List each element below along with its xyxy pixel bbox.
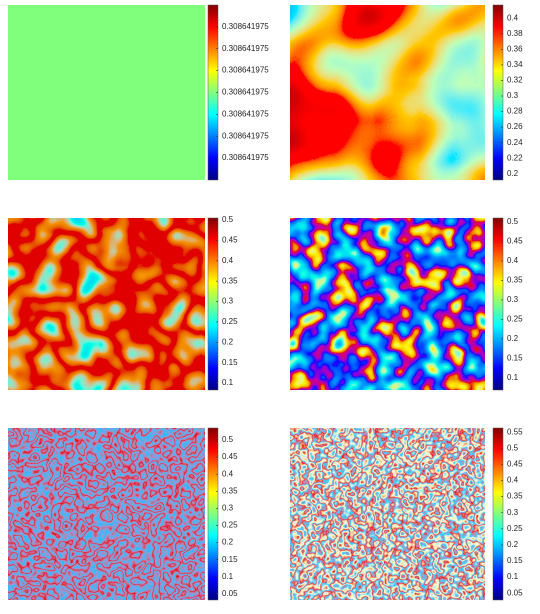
- colorbar-tick-label: 0.5: [222, 435, 234, 444]
- colorbar-tick-label: 0.05: [222, 589, 238, 598]
- colorbar-tick-label: 0.05: [507, 588, 523, 597]
- heatmap-image: [8, 5, 205, 180]
- colorbar-tick-label: 0.25: [222, 521, 238, 530]
- panels: 0.308641975 0.308641975 0.308641975 0.30864…: [8, 4, 523, 601]
- colorbar-tick-label: 0.32: [507, 76, 523, 85]
- colorbar-tick-label: 0.24: [507, 138, 523, 147]
- colorbar-tick-label: 0.2: [222, 538, 234, 547]
- heatmap-image: [8, 218, 205, 390]
- colorbar-tick-label: 0.5: [507, 443, 519, 452]
- colorbar-tick-label: 0.1: [507, 373, 519, 382]
- colorbar-tick-label: 0.308641975: [222, 109, 269, 118]
- heatmap-image: [8, 428, 205, 600]
- colorbar-tick-label: 0.45: [222, 452, 238, 461]
- colorbar-tick-label: 0.1: [222, 378, 234, 387]
- colorbar: [207, 427, 219, 601]
- colorbar-tick-label: 0.4: [507, 476, 519, 485]
- colorbar-tick-label: 0.35: [507, 492, 523, 501]
- colorbar-tick-label: 0.5: [507, 217, 519, 226]
- colorbar-tick-label: 0.28: [507, 107, 523, 116]
- colorbar-tick-label: 0.35: [222, 276, 238, 285]
- colorbar: [492, 4, 504, 181]
- colorbar-tick-label: 0.5: [222, 215, 234, 224]
- colorbar-tick-label: 0.45: [507, 237, 523, 246]
- colorbar-tick-label: 0.308641975: [222, 88, 269, 97]
- colorbar-tick-label: 0.15: [507, 556, 523, 565]
- colorbar-tick-label: 0.2: [507, 540, 519, 549]
- colorbar-tick-label: 0.3: [507, 91, 519, 100]
- colorbar-tick-label: 0.15: [507, 354, 523, 363]
- colorbar-tick-label: 0.15: [222, 358, 238, 367]
- colorbar: [207, 217, 219, 391]
- colorbar-tick-label: 0.308641975: [222, 22, 269, 31]
- colorbar-tick-label: 0.22: [507, 153, 523, 162]
- colorbar-tick-label: 0.3: [222, 297, 234, 306]
- colorbar-tick-label: 0.26: [507, 122, 523, 131]
- colorbar-tick-label: 0.38: [507, 29, 523, 38]
- colorbar-tick-label: 0.35: [222, 486, 238, 495]
- heatmap-image: [290, 428, 485, 600]
- colorbar-tick-label: 0.45: [222, 236, 238, 245]
- colorbar-tick-label: 0.2: [507, 334, 519, 343]
- colorbar-tick-label: 0.25: [507, 524, 523, 533]
- colorbar-tick-label: 0.36: [507, 44, 523, 53]
- heatmap-image: [290, 5, 485, 180]
- colorbar-tick-label: 0.35: [507, 276, 523, 285]
- colorbar-tick-label: 0.45: [507, 460, 523, 469]
- colorbar-tick-label: 0.4: [222, 469, 234, 478]
- colorbar-tick-label: 0.25: [222, 317, 238, 326]
- colorbar-tick-label: 0.2: [507, 169, 519, 178]
- colorbar-tick-label: 0.15: [222, 555, 238, 564]
- colorbar: [492, 427, 504, 601]
- colorbar-tick-label: 0.3: [507, 295, 519, 304]
- colorbar-tick-label: 0.34: [507, 60, 523, 69]
- colorbar-tick-label: 0.25: [507, 315, 523, 324]
- colorbar-tick-label: 0.308641975: [222, 44, 269, 53]
- colorbar-tick-label: 0.3: [222, 503, 234, 512]
- colorbar-tick-label: 0.1: [222, 572, 234, 581]
- colorbar-tick-label: 0.308641975: [222, 153, 269, 162]
- colorbar-tick-label: 0.4: [222, 256, 234, 265]
- colorbar-tick-label: 0.3: [507, 508, 519, 517]
- colorbar-tick-label: 0.2: [222, 337, 234, 346]
- colorbar-tick-label: 0.55: [507, 427, 523, 436]
- colorbar-tick-label: 0.1: [507, 572, 519, 581]
- colorbar-tick-label: 0.308641975: [222, 131, 269, 140]
- heatmap-image: [290, 218, 485, 390]
- colorbar-tick-label: 0.308641975: [222, 66, 269, 75]
- colorbar-tick-label: 0.4: [507, 256, 519, 265]
- colorbar: [492, 217, 504, 391]
- colorbar-tick-label: 0.4: [507, 13, 519, 22]
